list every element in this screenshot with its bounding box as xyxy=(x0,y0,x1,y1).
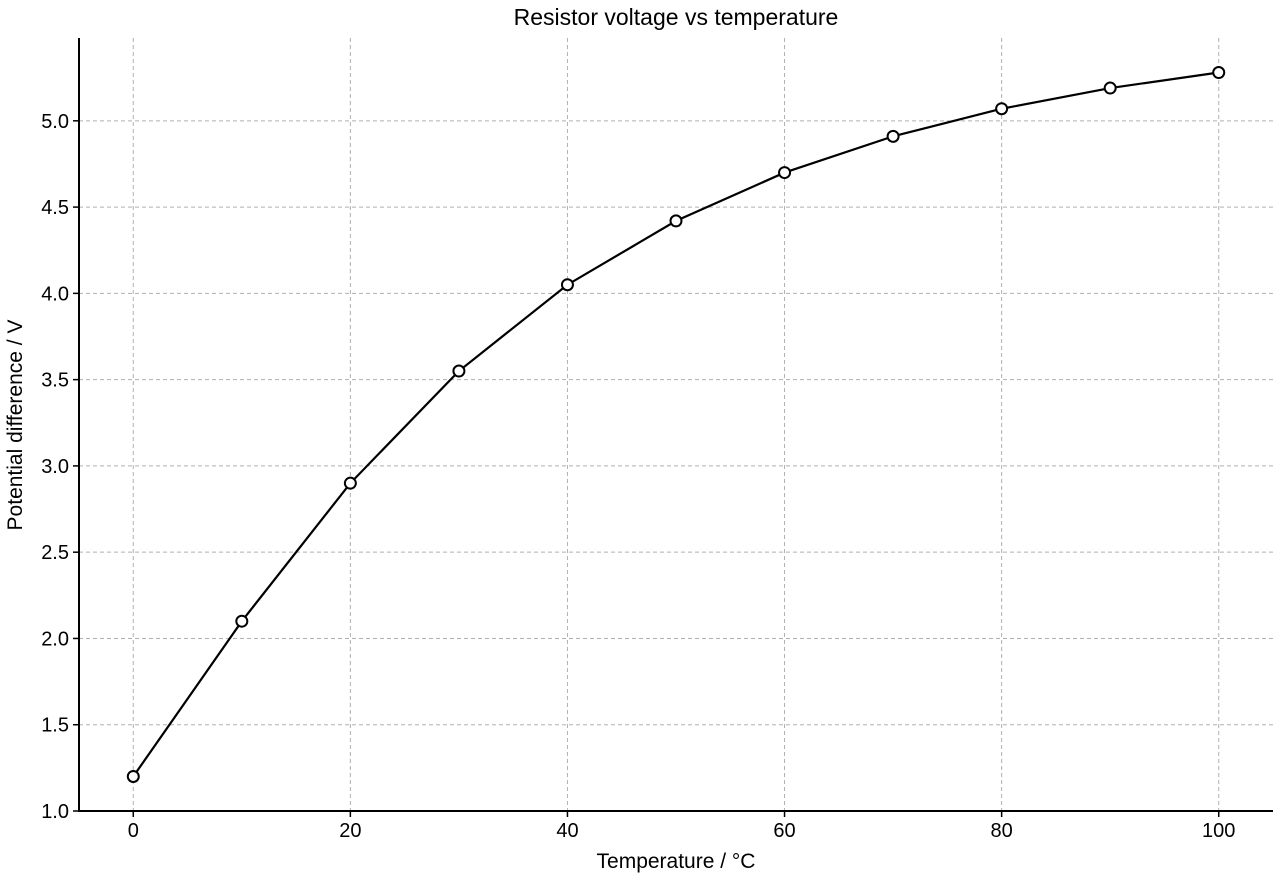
data-point xyxy=(560,278,574,292)
y-axis-label: Potential difference / V xyxy=(4,320,27,531)
data-point xyxy=(669,214,683,228)
data-point xyxy=(1212,66,1226,80)
x-tick-label: 0 xyxy=(128,820,139,842)
data-point xyxy=(886,129,900,143)
y-tick-label: 2.5 xyxy=(41,542,69,564)
y-tick-label: 1.5 xyxy=(41,715,69,737)
series xyxy=(126,66,1226,783)
x-tick-label: 40 xyxy=(556,820,578,842)
y-tick-label: 2.0 xyxy=(41,628,69,650)
grid xyxy=(79,38,1273,811)
data-point xyxy=(235,614,249,628)
x-tick-label: 100 xyxy=(1202,820,1235,842)
series-line xyxy=(132,71,1219,778)
y-tick-label: 5.0 xyxy=(41,111,69,133)
data-point xyxy=(126,769,140,783)
y-tick-label: 4.5 xyxy=(41,197,69,219)
y-tick-label: 3.5 xyxy=(41,370,69,392)
x-axis-label: Temperature / °C xyxy=(597,850,756,873)
y-tick-label: 3.0 xyxy=(41,456,69,478)
data-point xyxy=(452,364,466,378)
x-tick-label: 80 xyxy=(991,820,1013,842)
x-tick-label: 20 xyxy=(339,820,361,842)
data-point xyxy=(778,166,792,180)
x-tick-label: 60 xyxy=(773,820,795,842)
axes-spines xyxy=(78,38,1273,812)
data-point xyxy=(343,476,357,490)
ticks: 0 20 40 60 80 100 1.0 1.5 2.0 2.5 3.0 3.5 4.0 4.5 5.0 xyxy=(41,111,1235,842)
data-point xyxy=(995,102,1009,116)
chart-title: Resistor voltage vs temperature xyxy=(514,4,839,30)
data-point xyxy=(1103,81,1117,95)
y-tick-label: 4.0 xyxy=(41,283,69,305)
y-tick-label: 1.0 xyxy=(41,801,69,823)
